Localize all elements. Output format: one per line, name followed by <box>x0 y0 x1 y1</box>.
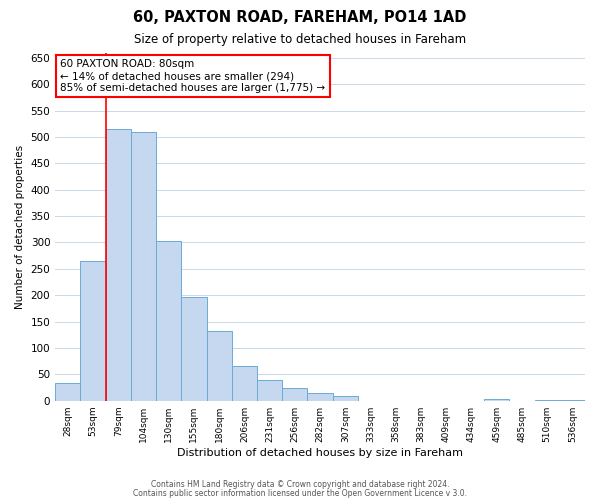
Bar <box>156 242 181 400</box>
Bar <box>332 396 358 400</box>
Bar <box>55 384 80 400</box>
Y-axis label: Number of detached properties: Number of detached properties <box>15 144 25 308</box>
Bar <box>307 393 332 400</box>
Bar <box>80 261 106 400</box>
Text: Contains public sector information licensed under the Open Government Licence v : Contains public sector information licen… <box>133 488 467 498</box>
Bar <box>484 399 509 400</box>
Text: Contains HM Land Registry data © Crown copyright and database right 2024.: Contains HM Land Registry data © Crown c… <box>151 480 449 489</box>
Bar <box>257 380 282 400</box>
Bar <box>181 297 206 401</box>
Bar <box>282 388 307 400</box>
Text: 60 PAXTON ROAD: 80sqm
← 14% of detached houses are smaller (294)
85% of semi-det: 60 PAXTON ROAD: 80sqm ← 14% of detached … <box>61 60 326 92</box>
Text: Size of property relative to detached houses in Fareham: Size of property relative to detached ho… <box>134 32 466 46</box>
Bar <box>131 132 156 400</box>
X-axis label: Distribution of detached houses by size in Fareham: Distribution of detached houses by size … <box>177 448 463 458</box>
Bar <box>206 331 232 400</box>
Bar <box>106 129 131 400</box>
Text: 60, PAXTON ROAD, FAREHAM, PO14 1AD: 60, PAXTON ROAD, FAREHAM, PO14 1AD <box>133 10 467 25</box>
Bar <box>232 366 257 400</box>
